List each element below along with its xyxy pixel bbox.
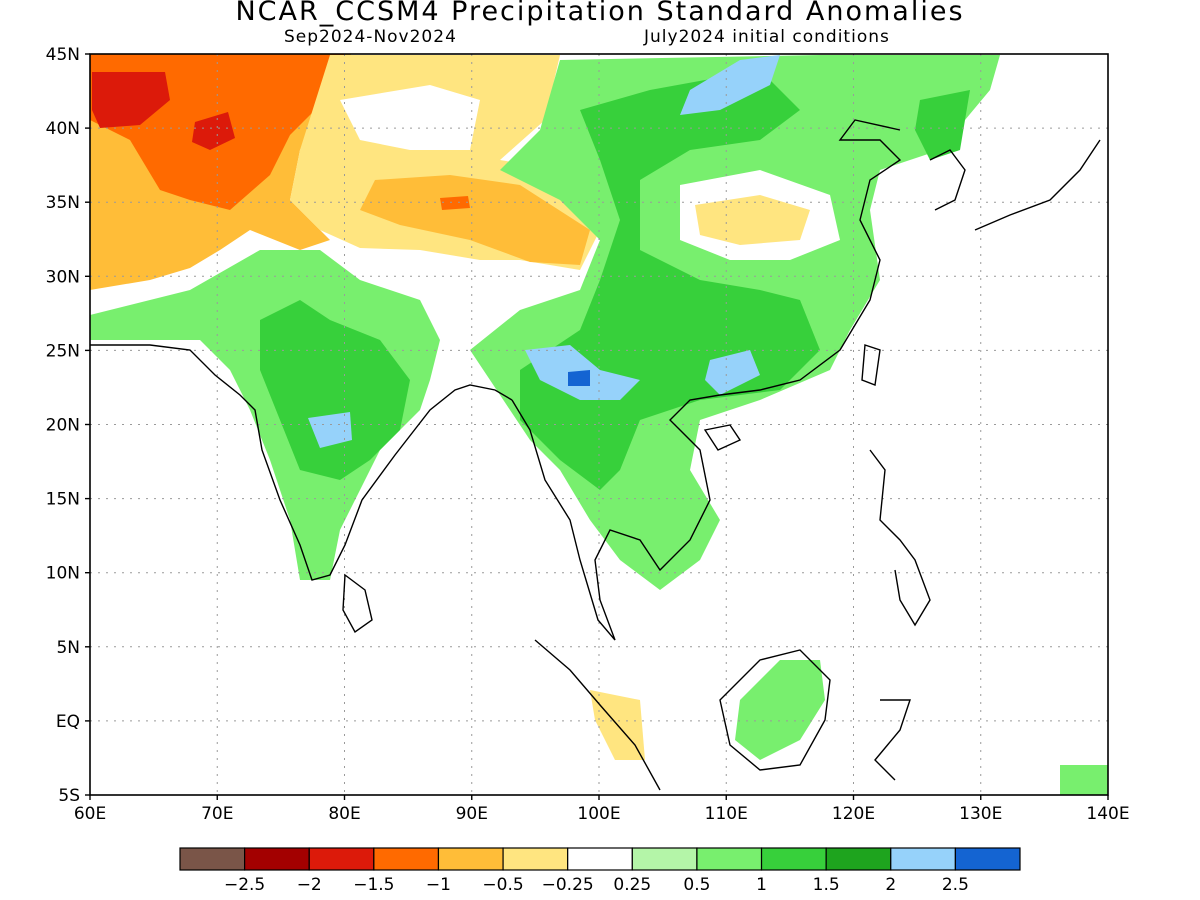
lon-tick-label: 130E — [959, 804, 1002, 824]
colorbar-label: 2.5 — [942, 875, 969, 895]
colorbar-label: 0.25 — [613, 875, 651, 895]
coastline-sri-lanka — [342, 573, 373, 634]
colorbar-swatch — [890, 847, 956, 871]
lat-tick-label: 5N — [56, 638, 80, 658]
colorbar-label: 0.5 — [683, 875, 710, 895]
wet-anomaly-strong-yunnan — [568, 370, 590, 386]
lat-tick-label: 25N — [46, 341, 80, 361]
lat-tick-label: 20N — [46, 416, 80, 436]
colorbar-swatch — [760, 847, 827, 871]
coastline-mainland-se-asia — [511, 119, 902, 641]
strong-dry-anomaly-west — [92, 72, 170, 128]
colorbar-swatch — [437, 847, 504, 871]
lat-tick-label: 30N — [46, 267, 80, 287]
wet-anomaly-new-guinea — [1060, 765, 1108, 795]
colorbar — [179, 847, 1021, 871]
colorbar-swatch — [631, 847, 698, 871]
strong-dry-patch-tibet — [440, 196, 470, 210]
lat-tick-label: 10N — [46, 564, 80, 584]
wet-anomaly-blue-north — [680, 55, 780, 115]
white-patch-tibet — [340, 85, 480, 150]
wet-anomaly-blue-guangdong — [705, 350, 760, 395]
colorbar-swatch — [373, 847, 440, 871]
colorbar-label: −0.25 — [542, 875, 594, 895]
colorbar-swatch — [567, 847, 633, 871]
colorbar-label: 1.5 — [813, 875, 840, 895]
strong-dry-anomaly-west-2 — [192, 112, 235, 150]
lat-tick-label: 15N — [46, 490, 80, 510]
colorbar-label: −1 — [426, 875, 451, 895]
wet-anomaly-borneo — [735, 660, 825, 760]
colorbar-label: −2.5 — [224, 875, 265, 895]
shading-layer — [90, 54, 1108, 795]
coastline-sulawesi — [874, 699, 911, 781]
colorbar-swatch — [244, 847, 310, 871]
colorbar-label: 1 — [756, 875, 767, 895]
colorbar-swatch — [954, 847, 1021, 871]
graticule — [90, 54, 1108, 795]
coastline-japan-korea — [929, 139, 1101, 231]
lon-tick-label: 60E — [74, 804, 106, 824]
lat-tick-label: EQ — [56, 712, 80, 732]
colorbar-label: −2 — [297, 875, 322, 895]
dry-anomaly-core-tibet — [360, 175, 590, 265]
lon-tick-label: 90E — [456, 804, 488, 824]
moderate-wet-core-india — [260, 300, 410, 480]
colorbar-swatch — [179, 847, 246, 871]
lat-tick-label: 5S — [58, 786, 80, 806]
coastline-india — [90, 344, 513, 581]
longitude-axis: 60E 70E 80E 90E 100E 110E 120E 130E 140E — [74, 795, 1130, 824]
colorbar-swatch — [502, 847, 569, 871]
lat-tick-label: 35N — [46, 193, 80, 213]
coastline-taiwan — [861, 344, 881, 386]
dry-patch-central-china — [695, 195, 810, 245]
colorbar-label: −1.5 — [353, 875, 394, 895]
wet-anomaly-blue-india — [308, 412, 352, 448]
wet-anomaly-korea — [915, 90, 970, 160]
lon-tick-label: 110E — [705, 804, 748, 824]
forecast-period: Sep2024-Nov2024 — [284, 27, 457, 47]
lon-tick-label: 80E — [328, 804, 360, 824]
lat-tick-label: 40N — [46, 119, 80, 139]
colorbar-swatch — [308, 847, 375, 871]
lat-tick-label: 45N — [46, 45, 80, 65]
colorbar-label: 2 — [885, 875, 896, 895]
latitude-axis: 45N 40N 35N 30N 25N 20N 15N 10N 5N EQ 5S — [46, 45, 90, 806]
colorbar-swatch — [696, 847, 763, 871]
coastline-philippines — [869, 449, 931, 627]
lon-tick-label: 100E — [577, 804, 620, 824]
colorbar-label: −0.5 — [482, 875, 523, 895]
lon-tick-label: 140E — [1086, 804, 1129, 824]
colorbar-labels: −2.5 −2 −1.5 −1 −0.5 −0.25 0.25 0.5 1 1.5 2 2.5 — [224, 875, 969, 895]
coastline-sumatra — [534, 639, 661, 791]
colorbar-swatch — [825, 847, 892, 871]
coastline-hainan — [703, 424, 742, 451]
lon-tick-label: 120E — [832, 804, 875, 824]
coastlines — [90, 119, 1101, 791]
coastline-borneo — [719, 649, 831, 771]
initial-conditions: July2024 initial conditions — [644, 27, 890, 47]
lon-tick-label: 70E — [201, 804, 233, 824]
map-title: NCAR_CCSM4 Precipitation Standard Anomal… — [235, 0, 965, 27]
